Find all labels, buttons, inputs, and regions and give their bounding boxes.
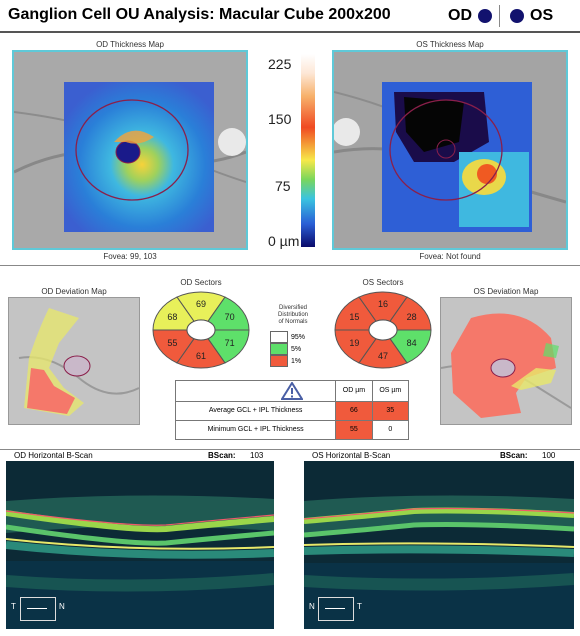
os-orient-left: N — [309, 602, 315, 611]
os-deviation-map-title: OS Deviation Map — [473, 287, 539, 296]
os-thickness-map-image — [334, 52, 566, 248]
colorbar-tick-0: 0 µm — [268, 233, 300, 249]
table-header-os: OS µm — [371, 380, 410, 402]
sector-value-label: 69 — [196, 299, 206, 309]
os-thickness-map[interactable] — [332, 50, 568, 250]
section-separator-1 — [0, 265, 580, 266]
legend-label: 95% — [291, 333, 306, 341]
table-cell-os: 35 — [371, 400, 410, 421]
od-eye-dot-icon — [478, 9, 492, 23]
os-orient-right: T — [357, 602, 362, 611]
os-deviation-map-image — [441, 313, 571, 418]
od-bscan-value: 103 — [250, 451, 264, 460]
legend-title: Diversified Distribution of Normals — [268, 305, 318, 326]
legend-label: 5% — [291, 345, 302, 353]
thickness-colorbar — [301, 54, 315, 247]
sector-value-label: 19 — [349, 338, 359, 348]
table-header-od: OD µm — [335, 380, 373, 402]
od-sectors-chart: 69 70 71 61 55 68 — [152, 291, 250, 369]
colorbar-tick-225: 225 — [268, 56, 292, 72]
header-separator — [0, 31, 580, 33]
os-deviation-map[interactable] — [440, 297, 572, 425]
od-deviation-map-image — [18, 308, 139, 416]
os-bscan-value: 100 — [542, 451, 556, 460]
legend: 95% 5% 1% — [270, 331, 312, 367]
od-thickness-map-title: OD Thickness Map — [96, 40, 164, 49]
legend-swatch — [270, 331, 288, 343]
os-label: OS — [530, 7, 554, 24]
od-bscan-image[interactable]: T N — [6, 461, 274, 629]
os-bscan-title: OS Horizontal B-Scan — [312, 451, 391, 460]
os-indicator: OS — [510, 4, 553, 28]
page-title: Ganglion Cell OU Analysis: Macular Cube … — [8, 6, 391, 23]
od-thickness-map[interactable] — [12, 50, 248, 250]
table-cell-os: 0 — [371, 419, 410, 440]
os-bscan-graphic — [304, 461, 574, 629]
os-orientation-box: N T — [309, 597, 362, 621]
legend-item-1: 1% — [270, 355, 312, 367]
legend-title-line-2: Distribution — [277, 312, 308, 318]
legend-item-95: 95% — [270, 331, 312, 343]
legend-swatch — [270, 355, 288, 367]
os-fovea-label: Fovea: Not found — [419, 252, 481, 261]
sector-value-label: 28 — [407, 312, 417, 322]
table-cell-od: 66 — [335, 400, 373, 421]
od-bscan-title: OD Horizontal B-Scan — [14, 451, 93, 460]
sector-value-label: 47 — [378, 351, 388, 361]
table-row-label: Average GCL + IPL Thickness — [174, 400, 337, 421]
os-sectors-title: OS Sectors — [362, 278, 404, 287]
colorbar-tick-150: 150 — [268, 111, 292, 127]
od-deviation-map-title: OD Deviation Map — [41, 287, 107, 296]
os-eye-dot-icon — [510, 9, 524, 23]
sector-value-label: 70 — [225, 312, 235, 322]
od-orient-arrow-icon — [27, 608, 47, 609]
table-header-row: OD µm OS µm — [176, 380, 410, 402]
sector-value-label: 61 — [196, 351, 206, 361]
od-fovea-label: Fovea: 99, 103 — [103, 252, 157, 261]
od-label: OD — [448, 7, 472, 24]
os-bscan-image[interactable]: N T — [304, 461, 574, 629]
table-cell-od: 55 — [335, 419, 373, 440]
sector-value-label: 16 — [378, 299, 388, 309]
sector-center — [186, 319, 216, 341]
od-orientation-box: T N — [11, 597, 65, 621]
table-row: Average GCL + IPL Thickness 66 35 — [174, 400, 410, 421]
od-bscan-graphic — [6, 461, 274, 629]
gcl-ipl-table: OD µm OS µm Average GCL + IPL Thickness … — [174, 380, 410, 440]
od-thickness-map-image — [14, 52, 246, 248]
sector-value-label: 71 — [225, 338, 235, 348]
od-indicator: OD — [448, 4, 492, 28]
header-divider — [499, 5, 500, 27]
warning-triangle-icon — [281, 382, 303, 400]
od-bscan-label: BScan: — [208, 451, 236, 460]
legend-item-5: 5% — [270, 343, 312, 355]
sector-center — [368, 319, 398, 341]
os-bscan-label: BScan: — [500, 451, 528, 460]
colorbar-tick-75: 75 — [275, 178, 291, 194]
legend-swatch — [270, 343, 288, 355]
od-orient-left: T — [11, 602, 16, 611]
sector-value-label: 55 — [167, 338, 177, 348]
os-thickness-map-title: OS Thickness Map — [416, 40, 484, 49]
od-orient-right: N — [59, 602, 65, 611]
os-orient-arrow-icon — [325, 608, 345, 609]
od-sectors-title: OD Sectors — [180, 278, 222, 287]
legend-title-line-1: Diversified — [278, 305, 307, 311]
section-separator-2 — [0, 449, 580, 450]
legend-label: 1% — [291, 357, 302, 365]
table-row-label: Minimum GCL + IPL Thickness — [174, 419, 337, 440]
legend-title-line-3: of Normals — [278, 319, 308, 325]
sector-value-label: 84 — [407, 338, 417, 348]
table-header-spacer — [176, 381, 336, 402]
table-row: Minimum GCL + IPL Thickness 55 0 — [174, 419, 410, 440]
os-sectors-chart: 16 28 84 47 19 15 — [334, 291, 432, 369]
sector-value-label: 68 — [167, 312, 177, 322]
sector-value-label: 15 — [349, 312, 359, 322]
od-deviation-map[interactable] — [8, 297, 140, 425]
